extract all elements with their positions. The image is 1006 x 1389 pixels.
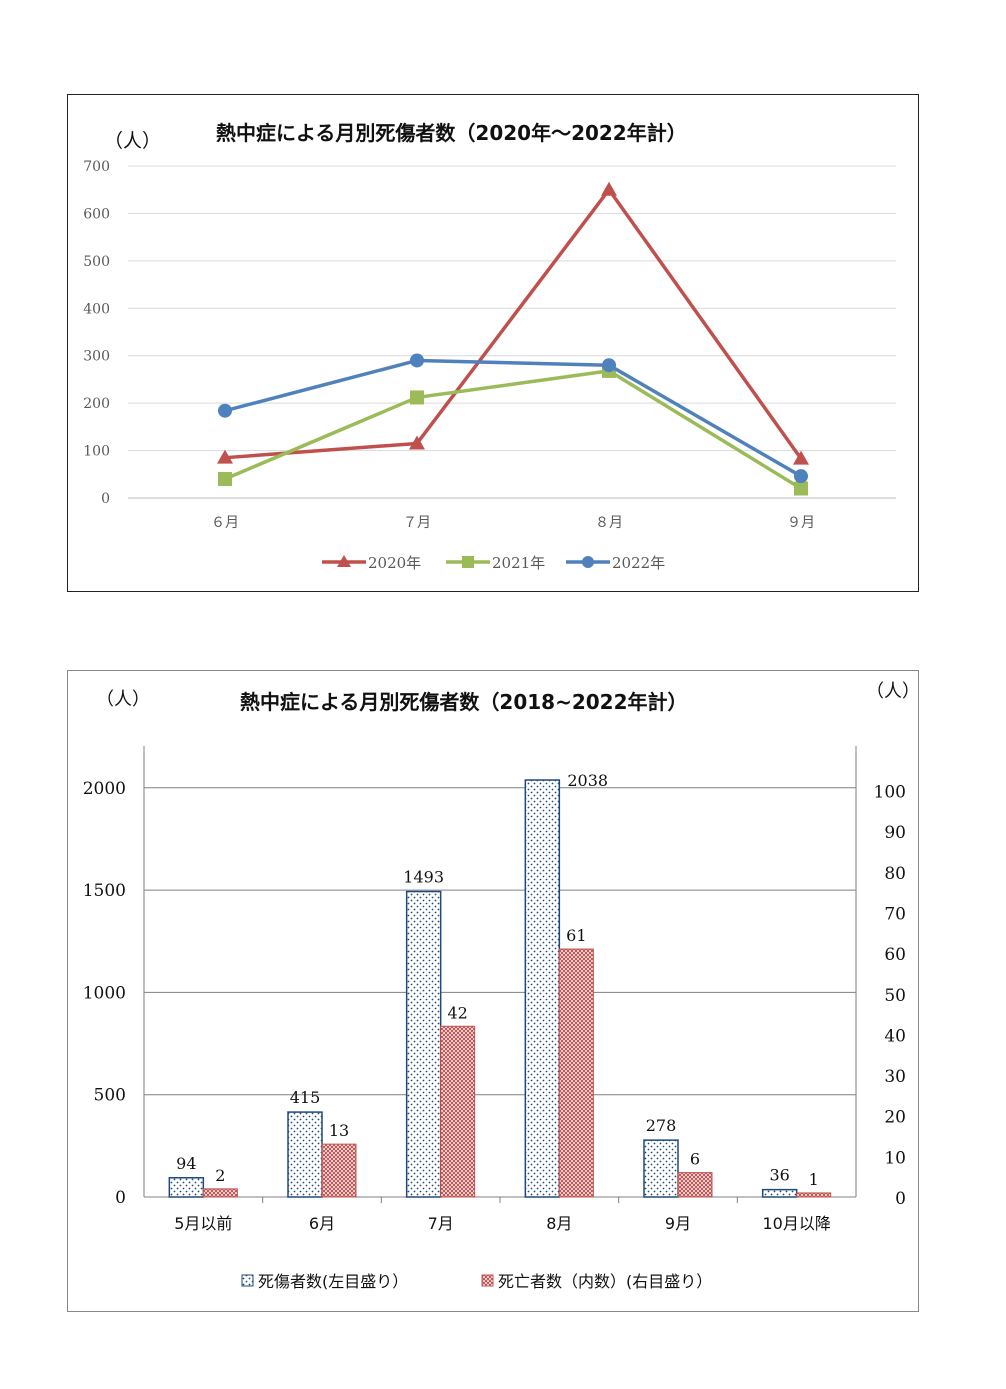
bar-injured [524,779,561,1198]
series-line [224,369,802,491]
data-point [601,181,617,196]
right-y-tick-label: 30 [884,1067,906,1087]
legend-marker [582,556,594,568]
line-chart: （人） 熱中症による月別死傷者数（2020年～2022年計） 0 100 200 30… [83,121,896,572]
right-y-axis-unit: （人） [866,681,920,702]
data-label-injured: 2038 [567,771,608,790]
right-y-tick-label: 20 [884,1108,906,1128]
left-y-tick-label: 500 [94,1086,126,1106]
y-tick-label: 200 [83,396,110,412]
series-line [224,358,802,478]
data-label-injured: 278 [646,1116,677,1135]
data-label-injured: 1493 [403,868,444,887]
data-label-deaths: 13 [329,1121,349,1140]
x-tick-label: 8月 [546,1214,572,1233]
left-y-tick-label: 2000 [83,779,126,799]
bar-injured [761,1188,798,1198]
data-point [218,472,232,487]
x-tick-label: 5月以前 [174,1214,232,1233]
bar-deaths [440,1025,476,1198]
chart-title: 熱中症による月別死傷者数（2018~2022年計） [240,690,688,714]
bar-deaths [558,948,594,1198]
series-line [224,187,803,460]
legend-marker [462,556,474,568]
right-y-tick-label: 60 [884,945,906,965]
x-tick-label: 7月 [428,1214,454,1233]
data-point [217,449,233,464]
y-tick-label: 400 [83,301,110,317]
bar-injured [405,890,442,1198]
legend-swatch [241,1274,254,1287]
bar-chart-panel: （人） （人） 熱中症による月別死傷者数（2018~2022年計） 0 500 10… [67,670,920,1312]
y-axis-unit: （人） [104,130,161,152]
data-label-deaths: 1 [809,1170,819,1189]
left-y-axis-unit: （人） [96,689,150,710]
bar-chart: （人） （人） 熱中症による月別死傷者数（2018~2022年計） 050010… [83,681,920,1291]
bar-injured [643,1139,679,1198]
bar-deaths [677,1172,713,1198]
data-point [793,450,809,465]
right-y-tick-label: 100 [874,783,906,803]
x-tick-label: ７月 [403,515,431,531]
left-y-tick-label: 1000 [83,983,126,1003]
x-tick-label: ８月 [595,515,623,531]
y-tick-label: 500 [83,254,110,270]
data-label-deaths: 6 [690,1150,700,1169]
right-y-tick-label: 40 [884,1026,906,1046]
data-point [409,435,425,450]
data-label-deaths: 2 [215,1166,225,1185]
y-tick-label: 0 [101,491,110,507]
right-y-tick-label: 90 [884,823,906,843]
legend-marker [337,555,351,567]
legend-label: 2020年 [368,554,421,572]
data-label-injured: 94 [176,1154,196,1173]
y-tick-label: 100 [83,444,110,460]
y-tick-label: 300 [83,349,110,365]
y-tick-label: 700 [83,159,110,175]
data-point [410,353,424,368]
left-y-tick-label: 0 [115,1188,126,1208]
legend-swatch [481,1274,494,1287]
bar-deaths [321,1143,357,1198]
data-point [218,403,232,418]
x-tick-label: 10月以降 [762,1214,830,1233]
bar-deaths [202,1188,238,1198]
data-label-injured: 415 [290,1088,321,1107]
bar-injured [168,1177,205,1198]
legend-label: 死傷者数(左目盛り） [258,1272,408,1291]
data-point [602,358,616,373]
data-label-deaths: 42 [447,1003,467,1022]
data-point [410,390,424,405]
x-tick-label: 9月 [665,1214,691,1233]
left-y-tick-label: 1500 [83,881,126,901]
line-chart-panel: （人） 熱中症による月別死傷者数（2020年～2022年計） 0 100 200 30… [67,94,919,592]
data-label-deaths: 61 [566,926,586,945]
chart-title: 熱中症による月別死傷者数（2020年～2022年計） [216,121,687,145]
bar-injured [287,1111,323,1198]
x-tick-label: ６月 [211,515,239,531]
data-label-injured: 36 [769,1166,789,1185]
bar-deaths [796,1192,832,1198]
legend-label: 死亡者数（内数）(右目盛り） [498,1272,712,1291]
legend-label: 2021年 [492,554,545,572]
data-point [794,481,808,496]
right-y-tick-label: 70 [884,904,906,924]
data-point [794,469,808,484]
right-y-tick-label: 50 [884,986,906,1006]
right-y-tick-label: 80 [884,864,906,884]
y-tick-label: 600 [83,206,110,222]
right-y-tick-label: 10 [884,1148,906,1168]
x-tick-label: 6月 [309,1214,335,1233]
right-y-tick-label: 0 [895,1189,906,1209]
legend-label: 2022年 [612,554,665,572]
x-tick-label: ９月 [787,515,815,531]
